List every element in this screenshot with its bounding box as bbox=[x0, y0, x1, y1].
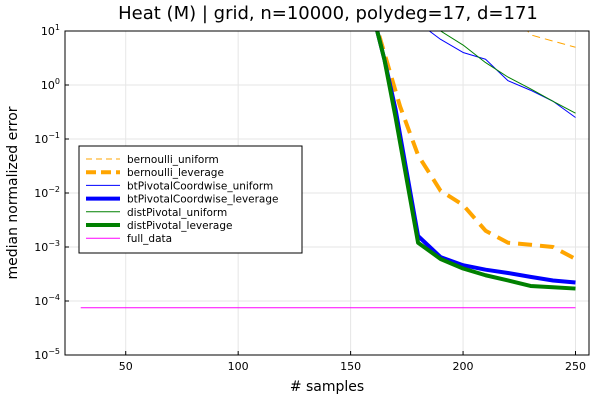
series-bernoulli-uniform bbox=[527, 31, 576, 48]
x-ticks: 50 100 150 200 250 bbox=[119, 351, 586, 373]
y-tick-label: 10−1 bbox=[34, 131, 60, 146]
legend: bernoulli_uniformbernoulli_leveragebtPiv… bbox=[78, 145, 303, 254]
legend-item: btPivotalCoordwise_leverage bbox=[86, 194, 279, 206]
series-layer bbox=[80, 31, 577, 309]
x-tick-label: 50 bbox=[119, 360, 133, 373]
legend-item: bernoulli_uniform bbox=[86, 154, 219, 166]
legend-label: full_data bbox=[127, 233, 172, 245]
legend-label: distPivotal_uniform bbox=[127, 207, 227, 219]
legend-label: bernoulli_leverage bbox=[127, 167, 224, 179]
y-tick-label: 10−4 bbox=[34, 293, 60, 308]
chart-title: Heat (M) | grid, n=10000, polydeg=17, d=… bbox=[118, 3, 538, 24]
legend-label: btPivotalCoordwise_uniform bbox=[127, 180, 273, 192]
x-tick-label: 100 bbox=[228, 360, 249, 373]
x-tick-label: 250 bbox=[565, 360, 586, 373]
y-axis-label: median normalized error bbox=[5, 106, 21, 279]
series-distPivotal-uniform bbox=[440, 31, 576, 114]
legend-label: btPivotalCoordwise_leverage bbox=[127, 194, 279, 206]
y-tick-label: 101 bbox=[41, 23, 60, 38]
legend-item: distPivotal_leverage bbox=[86, 220, 232, 232]
y-tick-label: 10−5 bbox=[34, 347, 60, 362]
series-distPivotal-leverage bbox=[375, 31, 576, 291]
y-tick-label: 10−3 bbox=[34, 239, 60, 254]
legend-item: btPivotalCoordwise_uniform bbox=[86, 180, 273, 192]
x-axis-label: # samples bbox=[290, 379, 364, 395]
legend-item: bernoulli_leverage bbox=[86, 167, 224, 179]
x-tick-label: 200 bbox=[453, 360, 474, 373]
series-bernoulli-leverage bbox=[375, 31, 577, 261]
y-ticks: 10−5 10−4 10−3 10−2 10−1 100 101 bbox=[34, 23, 69, 362]
y-tick-label: 100 bbox=[41, 77, 60, 92]
legend-item: full_data bbox=[86, 233, 172, 245]
legend-label: distPivotal_leverage bbox=[127, 220, 232, 232]
legend-item: distPivotal_uniform bbox=[86, 207, 227, 219]
legend-label: bernoulli_uniform bbox=[127, 154, 219, 166]
y-tick-label: 10−2 bbox=[34, 185, 60, 200]
x-tick-label: 150 bbox=[340, 360, 361, 373]
